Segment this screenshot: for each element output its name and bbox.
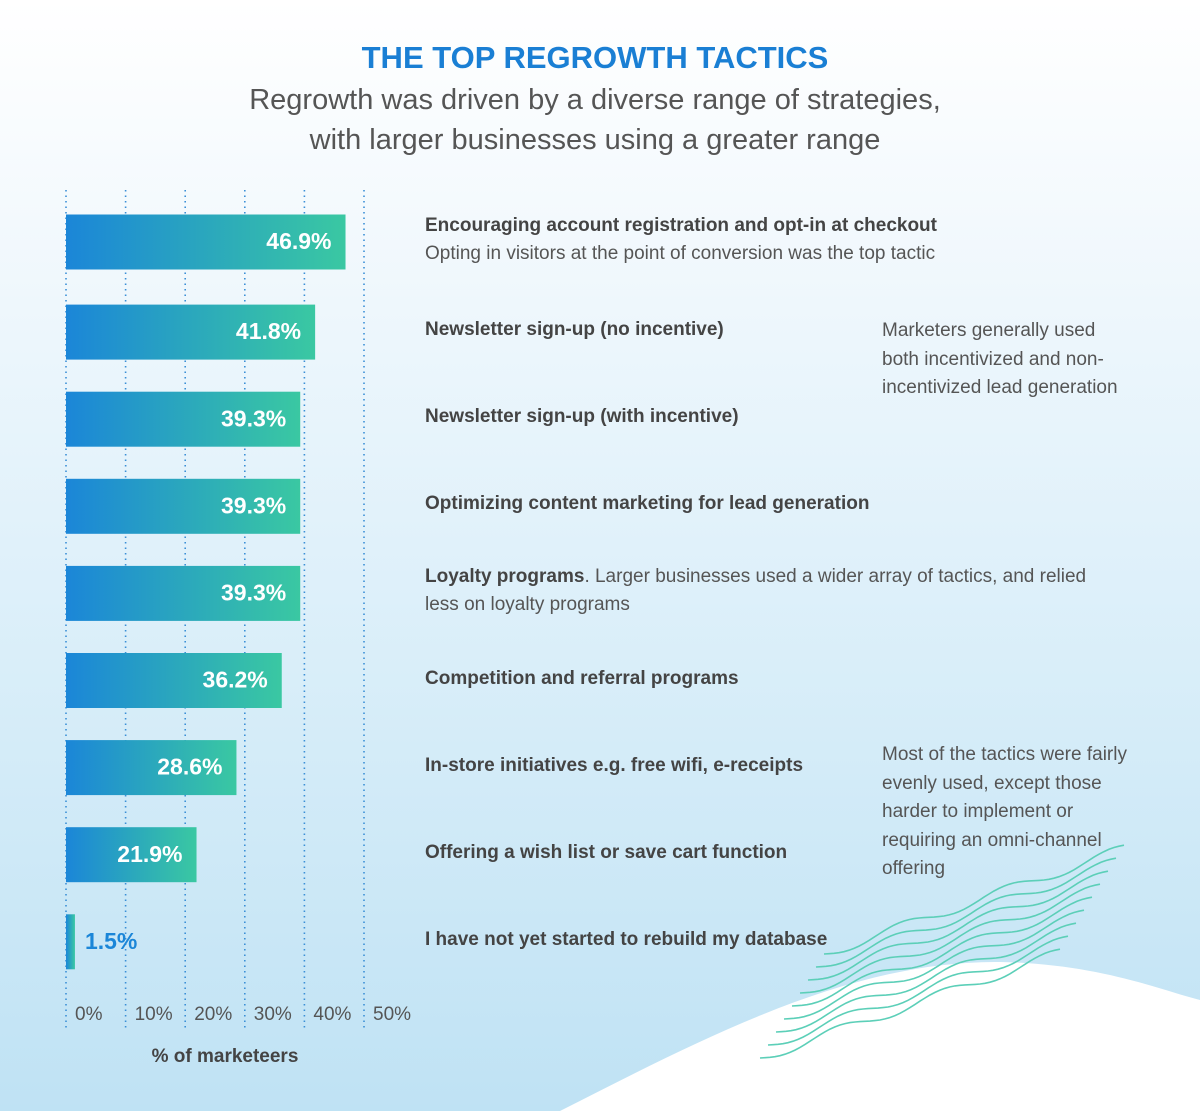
x-tick-label: 20% [194,1004,232,1025]
value-label: 46.9% [266,228,331,254]
value-label: 41.8% [236,318,301,344]
squiggle-decoration [759,844,1125,1059]
category-item: In-store initiatives e.g. free wifi, e-r… [425,752,1105,780]
value-label: 1.5% [85,928,137,954]
value-label: 39.3% [221,579,286,605]
x-tick-label: 10% [135,1004,173,1025]
value-label: 36.2% [203,667,268,693]
chart-title: THE TOP REGROWTH TACTICS [361,40,829,75]
category-item: Encouraging account registration and opt… [425,212,1105,268]
annotation: Marketers generally used both incentiviz… [882,320,1118,398]
bar [66,914,75,970]
bar [66,740,237,796]
category-label: Optimizing content marketing for lead ge… [425,493,870,515]
category-label: Newsletter sign-up (with incentive) [425,406,739,428]
category-label: Offering a wish list or save cart functi… [425,841,788,863]
bar [66,478,301,534]
x-tick-label: 30% [254,1004,292,1025]
x-tick-label: 40% [313,1004,351,1025]
category-label: Competition and referral programs [425,667,739,689]
value-label: 39.3% [221,405,286,431]
category-item: I have not yet started to rebuild my dat… [425,926,1105,954]
value-label: 39.3% [221,492,286,518]
x-tick-label: 50% [373,1004,411,1025]
value-label: 21.9% [117,841,182,867]
bar [66,214,346,270]
chart-subtitle: with larger businesses using a greater r… [309,124,881,156]
x-tick-label: 0% [75,1004,103,1025]
chart-subtitle: Regrowth was driven by a diverse range o… [249,84,941,116]
category-description: Opting in visitors at the point of conve… [425,243,936,264]
category-label: Loyalty programs [425,566,585,588]
bar [66,827,197,883]
category-label: Encouraging account registration and opt… [425,215,937,236]
category-label: In-store initiatives e.g. free wifi, e-r… [425,754,804,776]
bar [66,391,301,447]
category-item: Newsletter sign-up (with incentive) [425,403,1105,431]
bar [66,653,282,708]
category-item: Newsletter sign-up (no incentive) [425,316,1105,344]
category-item: Loyalty programs. Larger businesses used… [425,563,1105,619]
bar [66,304,316,360]
wave-decoration [560,961,1200,1111]
category-item: Competition and referral programs [425,665,1105,693]
category-label: I have not yet started to rebuild my dat… [425,928,828,950]
category-label: Newsletter sign-up (no incentive) [425,319,724,341]
bar [66,565,301,621]
annotation: Most of the tactics were fairly evenly u… [882,744,1127,879]
category-item: Offering a wish list or save cart functi… [425,839,1105,867]
category-description: . Larger businesses used a wider array o… [425,566,1087,616]
value-label: 28.6% [157,754,222,780]
category-item: Optimizing content marketing for lead ge… [425,490,1105,518]
x-axis-label: % of marketeers [152,1046,299,1067]
